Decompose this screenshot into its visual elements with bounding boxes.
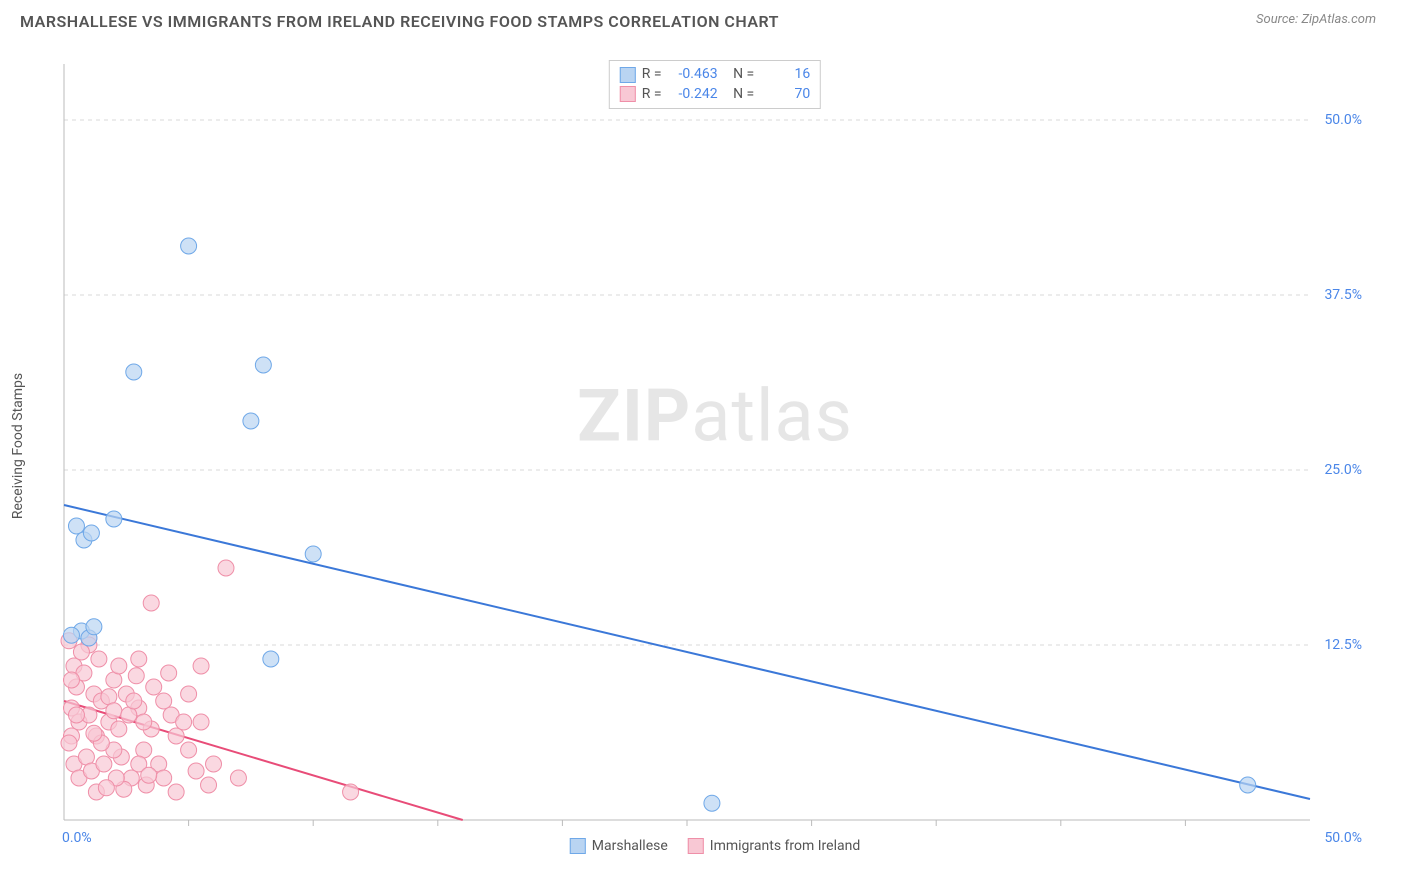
y-tick-label: 12.5%	[1324, 637, 1362, 653]
bottom-legend: Marshallese Immigrants from Ireland	[570, 838, 860, 854]
chart-title: MARSHALLESE VS IMMIGRANTS FROM IRELAND R…	[20, 12, 779, 31]
x-axis-max-label: 50.0%	[1324, 830, 1362, 846]
y-tick-label: 37.5%	[1324, 287, 1362, 303]
r-value-series2: -0.242	[668, 85, 718, 105]
legend-swatch-series2	[688, 838, 704, 854]
x-axis-min-label: 0.0%	[62, 830, 92, 846]
r-value-series1: -0.463	[668, 65, 718, 85]
stats-row-series2: R = -0.242 N = 70	[620, 85, 810, 105]
y-tick-label: 25.0%	[1324, 462, 1362, 478]
n-value-series1: 16	[760, 65, 810, 85]
y-axis-label: Receiving Food Stamps	[10, 373, 26, 519]
source-label: Source: ZipAtlas.com	[1256, 12, 1376, 27]
swatch-series2	[620, 86, 636, 102]
header-row: MARSHALLESE VS IMMIGRANTS FROM IRELAND R…	[20, 12, 1386, 31]
swatch-series1	[620, 67, 636, 83]
scatter-chart	[60, 60, 1370, 850]
legend-label-series2: Immigrants from Ireland	[710, 838, 860, 854]
stats-row-series1: R = -0.463 N = 16	[620, 65, 810, 85]
legend-item-series1: Marshallese	[570, 838, 668, 854]
plot-area: ZIPatlas R = -0.463 N = 16 R = -0.242 N …	[60, 60, 1370, 850]
legend-label-series1: Marshallese	[592, 838, 668, 854]
chart-container: MARSHALLESE VS IMMIGRANTS FROM IRELAND R…	[0, 0, 1406, 892]
legend-swatch-series1	[570, 838, 586, 854]
stats-legend: R = -0.463 N = 16 R = -0.242 N = 70	[609, 60, 821, 109]
legend-item-series2: Immigrants from Ireland	[688, 838, 860, 854]
n-value-series2: 70	[760, 85, 810, 105]
y-tick-label: 50.0%	[1324, 112, 1362, 128]
